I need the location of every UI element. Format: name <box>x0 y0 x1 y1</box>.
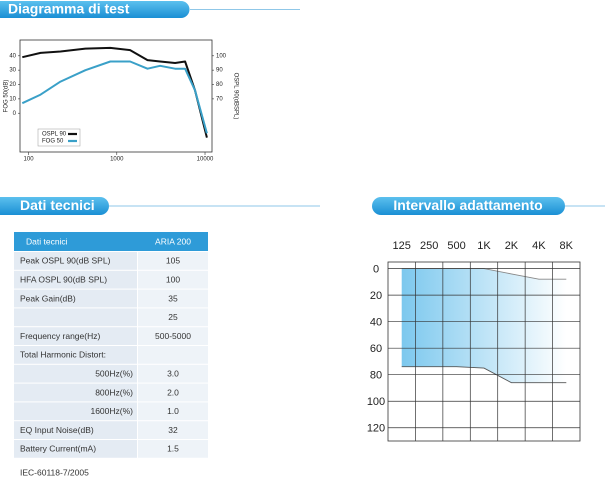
row-value: 35 <box>168 293 178 303</box>
table-header-cell: ARIA 200 <box>155 236 191 246</box>
table-cell <box>138 421 208 439</box>
range-fill <box>401 268 567 383</box>
table-header <box>14 232 208 251</box>
x-tick-label: 1K <box>477 240 491 252</box>
row-value: 1.0 <box>167 406 179 416</box>
x-tick-label: 2K <box>505 240 519 252</box>
y-tick-label: 10 <box>9 96 16 102</box>
y-tick-label: 100 <box>367 396 385 408</box>
table-cell <box>138 346 208 364</box>
legend-label: OSPL 90 <box>42 132 67 138</box>
x-tick-label: 10000 <box>197 157 214 163</box>
x-tick-label: 4K <box>532 240 546 252</box>
row-label: 500Hz(%) <box>95 368 133 378</box>
table-cell <box>14 308 137 327</box>
series-line <box>22 46 208 138</box>
table-cell <box>138 327 208 345</box>
table-header-cell: Dati tecnici <box>26 236 68 246</box>
table-cell <box>14 252 137 270</box>
x-tick-label: 125 <box>393 240 411 252</box>
y2-tick-label: 80 <box>216 82 223 88</box>
y-tick-label: 30 <box>9 68 16 74</box>
y2-tick-label: 70 <box>216 96 223 102</box>
y-tick-label: 40 <box>370 317 382 329</box>
y-tick-label: 60 <box>370 343 382 355</box>
y-tick-label: 80 <box>370 370 382 382</box>
table-cell <box>138 402 208 421</box>
x-tick-label: 100 <box>24 157 35 163</box>
footnote: IEC-60118-7/2005 <box>20 467 89 477</box>
x-tick-label: 500 <box>447 240 465 252</box>
range-boundary <box>401 366 567 384</box>
y2-tick-label: 100 <box>216 53 227 59</box>
row-label: 1600Hz(%) <box>90 406 133 416</box>
legend-label: FOG 50 <box>42 139 64 145</box>
plot-frame <box>387 261 581 442</box>
x-tick-label: 1000 <box>110 157 124 163</box>
table-cell <box>138 440 208 458</box>
table-cell <box>14 346 137 364</box>
row-label: 800Hz(%) <box>95 387 133 397</box>
row-value: 32 <box>168 425 178 435</box>
table-cell <box>14 270 137 289</box>
table-cell <box>14 327 137 345</box>
x-tick-label: 250 <box>420 240 438 252</box>
row-label: Peak Gain(dB) <box>20 293 76 303</box>
series-line <box>21 60 208 134</box>
header-pill <box>0 1 190 18</box>
table-cell <box>138 383 208 402</box>
plot-frame <box>19 39 213 153</box>
header-pill <box>0 197 109 215</box>
header-pill <box>372 197 565 215</box>
row-label: Total Harmonic Distort: <box>20 350 106 360</box>
table-cell <box>138 289 208 308</box>
row-value: 500-5000 <box>155 331 191 341</box>
row-label: Battery Current(mA) <box>20 444 96 454</box>
row-label: HFA OSPL 90(dB SPL) <box>20 274 107 284</box>
section-title: Intervallo adattamento <box>393 197 542 213</box>
row-label: EQ Input Noise(dB) <box>20 425 94 435</box>
table-cell <box>14 440 137 458</box>
row-value: 2.0 <box>167 387 179 397</box>
row-value: 3.0 <box>167 368 179 378</box>
table-cell <box>138 308 208 327</box>
table-cell <box>14 402 137 421</box>
table-cell <box>138 364 208 383</box>
y-axis-label: FOG 50(dB) <box>4 80 10 113</box>
row-label: Peak OSPL 90(dB SPL) <box>20 256 111 266</box>
table-cell <box>14 383 137 402</box>
row-value: 100 <box>166 274 180 284</box>
table-cell <box>138 270 208 289</box>
y2-tick-label: 90 <box>216 68 223 74</box>
table-cell <box>14 364 137 383</box>
row-value: 105 <box>166 256 180 266</box>
y-tick-label: 0 <box>373 264 379 276</box>
row-label: Frequency range(Hz) <box>20 331 100 341</box>
section-title: Dati tecnici <box>20 197 95 213</box>
y-tick-label: 120 <box>367 423 385 435</box>
section-title: Diagramma di test <box>8 1 130 17</box>
y-tick-label: 0 <box>13 111 17 117</box>
x-tick-label: 8K <box>560 240 574 252</box>
y2-axis-label: OSPL 90(dBSPL) <box>232 73 238 120</box>
y-tick-label: 20 <box>9 82 16 88</box>
y-tick-label: 40 <box>9 53 16 59</box>
row-value: 1.5 <box>167 444 179 454</box>
table-cell <box>14 421 137 439</box>
row-value: 25 <box>168 312 178 322</box>
y-tick-label: 20 <box>370 290 382 302</box>
table-cell <box>14 289 137 308</box>
table-cell <box>138 252 208 270</box>
